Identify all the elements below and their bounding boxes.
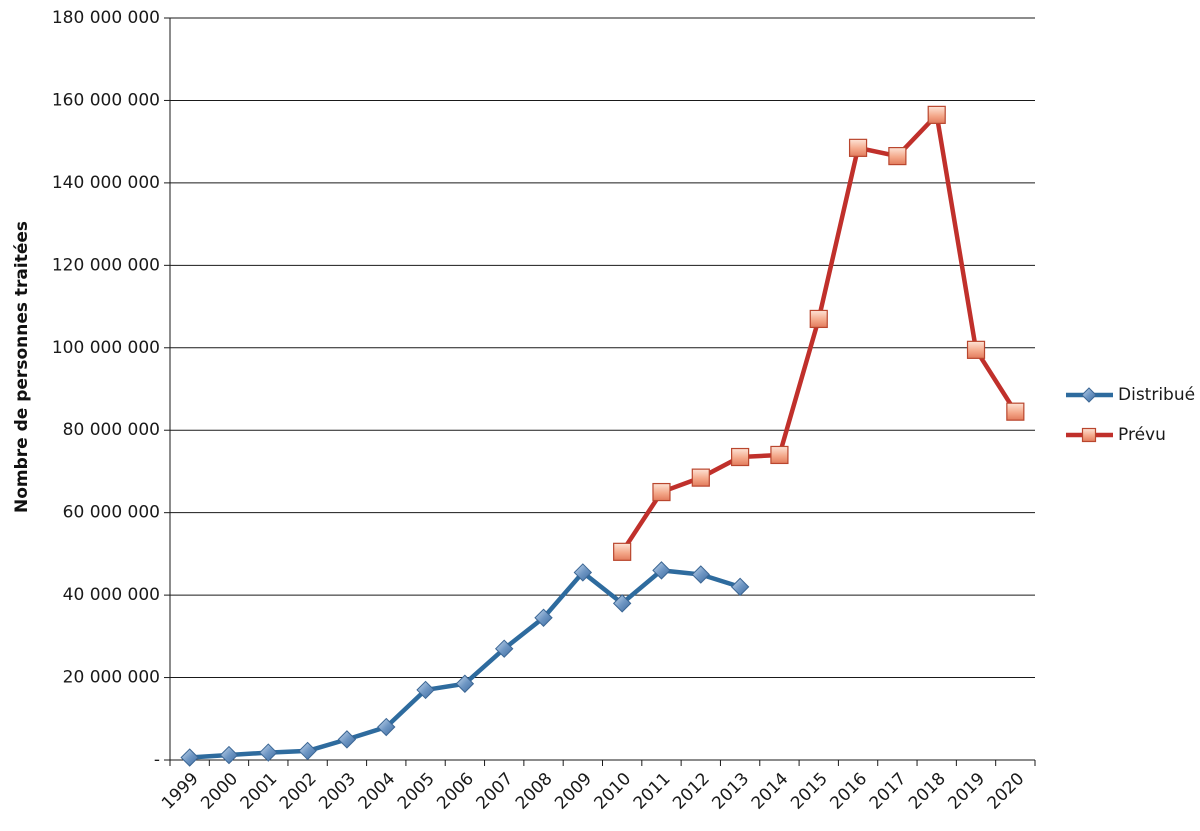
series-line (619, 112, 1018, 555)
x-tick-label: 2005 (394, 769, 439, 814)
data-point-square (731, 447, 750, 467)
y-tick-label: 120 000 000 (52, 255, 160, 275)
x-tick-label: 2009 (551, 769, 596, 814)
y-tick-label: - (154, 750, 160, 770)
data-point-diamond (298, 741, 317, 761)
y-tick-label: 160 000 000 (52, 90, 160, 110)
x-tick-label: 1999 (158, 769, 203, 814)
x-tick-label: 2012 (669, 769, 714, 814)
y-tick-label: 60 000 000 (63, 503, 160, 523)
x-tick-label: 2014 (748, 769, 793, 814)
x-tick-label: 2020 (984, 769, 1029, 814)
x-tick-label: 2002 (276, 769, 321, 814)
data-point-square (652, 482, 671, 502)
data-point-square (809, 309, 828, 329)
data-point-diamond (730, 577, 750, 597)
x-tick-label: 2001 (237, 769, 282, 814)
x-tick-label: 2006 (433, 769, 478, 814)
data-point-diamond (573, 563, 593, 582)
data-point-diamond (691, 565, 711, 584)
data-point-diamond (377, 717, 396, 737)
x-tick-label: 2018 (905, 769, 950, 814)
x-tick-label: 2017 (866, 769, 911, 814)
series-2 (613, 105, 1025, 561)
x-tick-label: 2019 (944, 769, 989, 814)
legend-label: Prévu (1118, 425, 1166, 445)
x-tick-label: 2004 (355, 769, 400, 814)
data-point-diamond (219, 745, 239, 765)
x-tick-label: 2015 (787, 769, 832, 814)
data-point-square (848, 138, 868, 157)
data-point-diamond (180, 748, 199, 767)
x-tick-label: 2011 (630, 769, 675, 814)
data-point-square (888, 146, 907, 166)
x-tick-labels: 1999200020012002200320042005200620072008… (158, 769, 1028, 814)
y-tick-label: 180 000 000 (52, 8, 160, 28)
x-tick-label: 2000 (197, 769, 242, 814)
legend-item: Prévu (1066, 425, 1166, 445)
y-tick-label: 100 000 000 (52, 338, 160, 358)
data-point-square (1081, 427, 1097, 443)
data-point-diamond (337, 730, 357, 749)
data-point-square (966, 340, 986, 359)
data-point-square (1006, 402, 1025, 421)
legend: Distribué Prévu (1066, 385, 1195, 445)
y-tick-labels: - 20 000 000 40 000 000 60 000 000 80 000 00… (52, 8, 160, 770)
series-line (187, 568, 743, 760)
x-tick-label: 2008 (512, 769, 557, 814)
y-tick-label: 20 000 000 (63, 668, 160, 688)
x-tick-label: 2016 (826, 769, 871, 814)
data-point-diamond (612, 594, 632, 613)
x-tick-label: 2007 (473, 769, 518, 814)
y-tick-label: 40 000 000 (63, 585, 160, 605)
x-tick-label: 2010 (590, 769, 635, 814)
data-point-diamond (494, 639, 514, 658)
data-point-square (927, 105, 946, 124)
data-point-square (770, 445, 789, 465)
legend-item: Distribué (1066, 385, 1195, 405)
data-point-diamond (259, 743, 278, 762)
x-tick-label: 2003 (315, 769, 360, 814)
data-point-square (613, 542, 632, 561)
data-point-diamond (1081, 387, 1097, 403)
y-tick-label: 140 000 000 (52, 173, 160, 193)
gridlines (170, 17, 1035, 679)
data-point-diamond (652, 561, 671, 580)
legend-label: Distribué (1118, 385, 1195, 405)
y-axis-title: Nombre de personnes traitées (12, 221, 32, 513)
axes (164, 17, 1036, 766)
y-tick-label: 80 000 000 (63, 420, 160, 440)
series (180, 105, 1025, 767)
data-point-diamond (534, 608, 553, 627)
series-1 (180, 561, 750, 767)
data-point-square (691, 468, 710, 487)
x-tick-label: 2013 (708, 769, 753, 814)
data-point-diamond (416, 680, 435, 700)
data-point-diamond (455, 674, 475, 693)
